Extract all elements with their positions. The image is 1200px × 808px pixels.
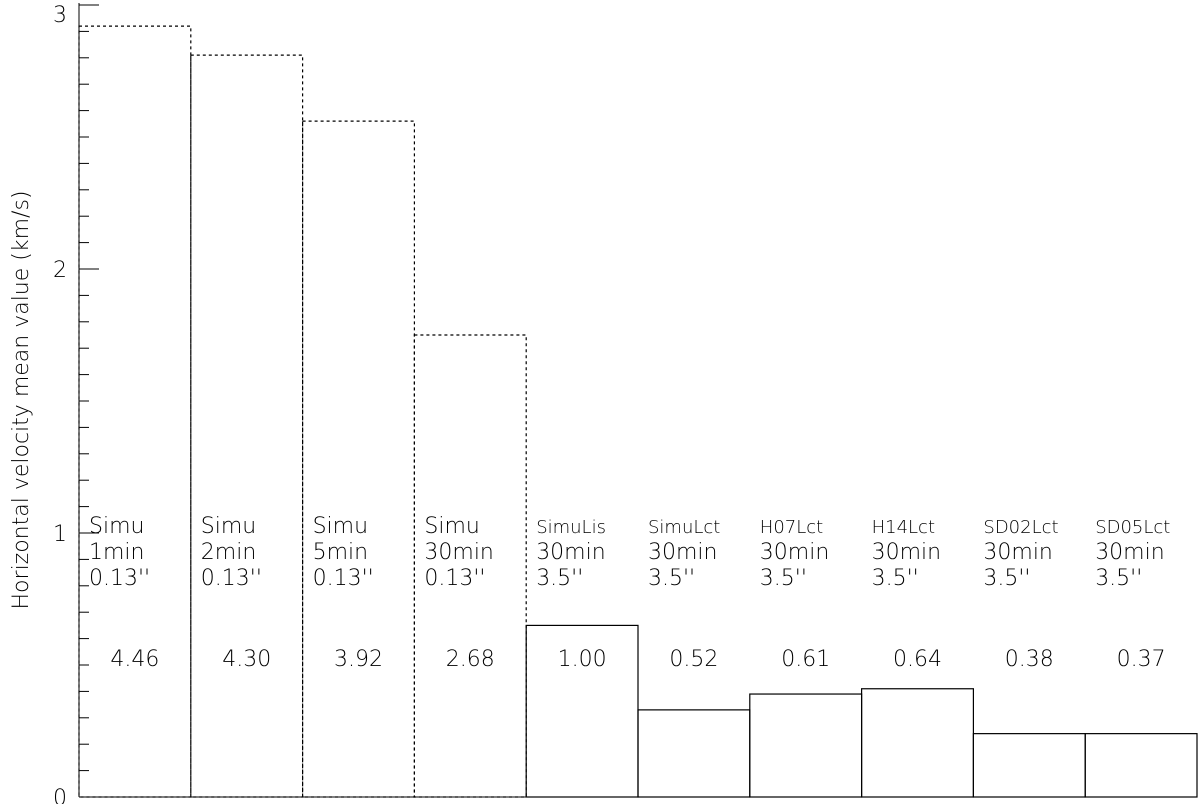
ratio-label: 0.38 — [1005, 647, 1054, 672]
category-label: 30min — [760, 540, 829, 565]
bar — [860, 688, 974, 798]
ratio-label: 0.64 — [893, 647, 942, 672]
ratio-label: 1.00 — [558, 647, 607, 672]
category-label: 30min — [872, 540, 941, 565]
category-label: SimuLis — [536, 517, 606, 538]
category-label: 0.13'' — [201, 566, 262, 591]
bar — [302, 120, 416, 798]
y-tick-label: 2 — [53, 258, 67, 283]
category-label: SD02Lct — [983, 517, 1058, 538]
bar — [749, 693, 863, 798]
ratio-label: 0.37 — [1117, 647, 1166, 672]
category-label: 0.13'' — [313, 566, 374, 591]
category-label: 0.13'' — [424, 566, 485, 591]
category-label: H14Lct — [872, 517, 935, 538]
category-label: 3.5'' — [648, 566, 695, 591]
ratio-label: 4.46 — [110, 647, 159, 672]
category-label: 3.5'' — [536, 566, 583, 591]
category-label: 30min — [1095, 540, 1164, 565]
category-label: SimuLct — [648, 517, 720, 538]
category-label: Simu — [313, 514, 368, 539]
ratio-label: 2.68 — [446, 647, 495, 672]
category-label: 0.13'' — [89, 566, 150, 591]
bar — [413, 334, 527, 798]
category-label: Simu — [89, 514, 144, 539]
category-label: 30min — [983, 540, 1052, 565]
category-label: 5min — [313, 540, 368, 565]
category-label: 3.5'' — [872, 566, 919, 591]
ratio-label: 0.52 — [669, 647, 718, 672]
category-label: SD05Lct — [1095, 517, 1170, 538]
y-tick-label: 0 — [53, 786, 67, 804]
ratio-label: 0.61 — [781, 647, 830, 672]
category-label: 30min — [536, 540, 605, 565]
category-label: 3.5'' — [983, 566, 1030, 591]
y-axis-label: Horizontal velocity mean value (km/s) — [9, 191, 34, 610]
category-label: Simu — [424, 514, 479, 539]
y-tick-label: 3 — [53, 3, 67, 28]
category-label: 1min — [89, 540, 144, 565]
category-label: 3.5'' — [1095, 566, 1142, 591]
category-label: 2min — [201, 540, 256, 565]
bar — [78, 25, 192, 798]
y-tick-label: 1 — [53, 522, 67, 547]
bar — [972, 733, 1086, 798]
category-label: Simu — [201, 514, 256, 539]
category-label: 3.5'' — [760, 566, 807, 591]
bar — [1084, 733, 1198, 798]
bar — [190, 54, 304, 798]
ratio-label: 3.92 — [334, 647, 383, 672]
category-label: 30min — [424, 540, 493, 565]
category-label: 30min — [648, 540, 717, 565]
bar — [637, 709, 751, 798]
category-label: H07Lct — [760, 517, 823, 538]
ratio-label: 4.30 — [222, 647, 271, 672]
